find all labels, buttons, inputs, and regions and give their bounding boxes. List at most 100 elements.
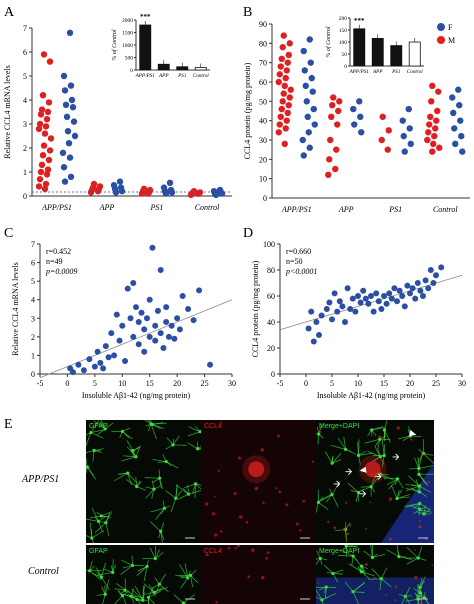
- data-point: [347, 306, 354, 312]
- data-point-m: [280, 90, 287, 97]
- data-point-m: [40, 142, 48, 149]
- data-point-m: [138, 190, 146, 197]
- x-axis-label: Insoluble Aβ1-42 (ng/mg protein): [317, 391, 426, 400]
- astrocyte-body: [195, 447, 200, 451]
- data-point-m: [41, 130, 49, 137]
- data-point-m: [36, 120, 44, 128]
- astrocyte-body: [318, 556, 322, 561]
- astrocyte-process: [386, 549, 400, 557]
- astrocyte-process: [197, 447, 201, 450]
- data-point: [152, 322, 159, 329]
- ccl4-speck: [431, 563, 434, 566]
- data-point: [370, 308, 377, 315]
- data-point: [163, 304, 170, 311]
- astrocyte-process: [148, 597, 150, 604]
- y-tick-label: 50: [259, 97, 267, 106]
- astrocyte-process: [419, 485, 432, 493]
- data-point-f: [66, 29, 74, 36]
- astrocyte-body: [330, 492, 334, 497]
- data-point: [365, 300, 372, 307]
- ccl4-speck: [318, 430, 321, 434]
- data-point-m: [279, 98, 286, 105]
- data-point-f: [456, 102, 463, 109]
- data-point: [430, 280, 437, 286]
- astrocyte-body: [370, 555, 375, 560]
- astrocyte-body: [188, 573, 193, 577]
- astrocyte-process: [91, 507, 99, 522]
- x-tick-label: 30: [458, 379, 466, 388]
- astrocyte-body: [417, 472, 421, 476]
- data-point-m: [385, 127, 392, 134]
- astrocyte-body: [379, 577, 383, 581]
- astrocyte-body: [330, 461, 334, 465]
- inset-y-tick-label: 200: [339, 16, 348, 22]
- inset-y-tick-label: 1000: [122, 43, 133, 49]
- data-point: [404, 282, 411, 289]
- data-point-m: [430, 140, 437, 148]
- dapi-region: [316, 577, 434, 604]
- data-point: [135, 341, 142, 348]
- data-point-f: [302, 82, 309, 90]
- ccl4-speck: [385, 594, 387, 596]
- astrocyte-body: [88, 569, 92, 573]
- astrocyte-body: [152, 590, 156, 594]
- astrocyte-body: [378, 455, 382, 459]
- ccl4-speck: [266, 551, 270, 554]
- astrocyte-process: [419, 576, 426, 588]
- micro-app-merge: Merge+DAPI: [316, 420, 434, 543]
- astrocyte-body: [164, 459, 168, 464]
- data-point-m: [44, 108, 52, 116]
- astrocyte-body: [370, 428, 374, 432]
- ccl4-speck: [311, 460, 314, 463]
- data-point: [375, 298, 382, 305]
- inset-significance: ***: [354, 17, 365, 25]
- astrocyte-process: [124, 589, 137, 597]
- astrocyte-process: [89, 522, 93, 539]
- astrocyte-process: [371, 473, 381, 486]
- astrocyte-process: [337, 554, 354, 557]
- ccl4-plaque: [248, 461, 265, 478]
- data-point-m: [425, 129, 432, 136]
- astrocyte-process: [381, 578, 392, 588]
- astrocyte-process: [136, 566, 148, 576]
- data-point-m: [434, 107, 441, 115]
- data-point-f: [351, 121, 358, 128]
- y-tick-label: 6: [23, 48, 27, 57]
- group-label: PS1: [388, 205, 402, 214]
- data-point-f: [452, 140, 459, 148]
- inset-category-label: APP: [158, 73, 169, 79]
- astrocyte-process: [343, 436, 346, 450]
- data-point-f: [118, 188, 126, 195]
- data-point: [362, 295, 369, 302]
- data-point: [342, 319, 348, 325]
- data-point-m: [284, 59, 291, 66]
- x-tick-label: 25: [432, 379, 440, 388]
- ccl4-plaque: [364, 461, 381, 478]
- astrocyte-process: [100, 420, 106, 430]
- micro-label-ccl4-ctrl: CCL4: [204, 548, 222, 555]
- ccl4-speck: [214, 533, 218, 537]
- astrocyte-body: [99, 575, 104, 579]
- astrocyte-process: [184, 563, 189, 578]
- x-axis-label: Insoluble Aβ1-42 (ng/mg protein): [82, 391, 191, 400]
- astrocyte-process: [404, 503, 420, 507]
- data-point: [349, 295, 356, 302]
- astrocyte-body: [395, 496, 399, 501]
- y-tick-label: 1: [31, 351, 35, 360]
- astrocyte-process: [420, 592, 423, 604]
- astrocyte-body: [395, 477, 400, 481]
- ccl4-speck: [275, 487, 278, 490]
- astrocyte-process: [101, 562, 106, 578]
- data-point-f: [304, 113, 311, 121]
- data-point: [86, 356, 93, 363]
- astrocyte-process: [143, 566, 148, 582]
- data-point: [176, 326, 183, 333]
- y-tick-label: 0: [263, 194, 267, 203]
- ccl4-speck: [302, 499, 305, 503]
- astrocyte-body: [120, 594, 125, 598]
- data-point: [318, 312, 325, 319]
- data-point-m: [327, 136, 334, 144]
- astrocyte-body: [171, 443, 175, 447]
- data-point: [141, 326, 148, 333]
- y-tick-label: 5: [23, 72, 27, 81]
